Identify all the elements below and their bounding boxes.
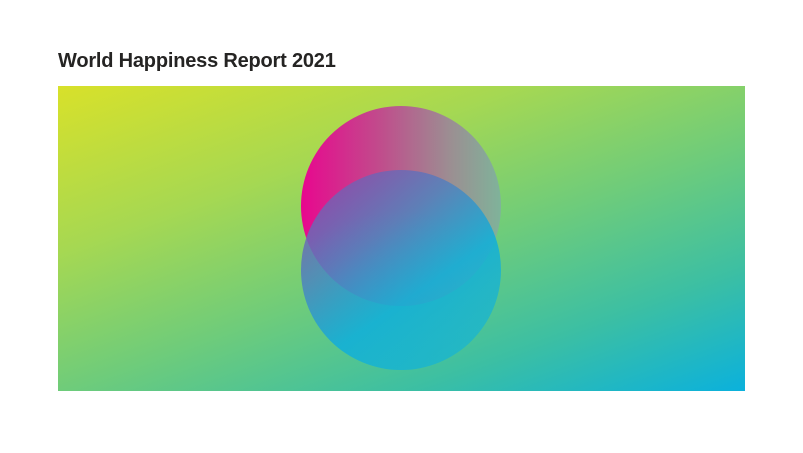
cyan-circle-icon [301, 170, 501, 370]
cyan-circle-glow [301, 170, 501, 370]
visual-title: World Happiness Report 2021 [58, 50, 336, 72]
banner-image [58, 86, 745, 391]
